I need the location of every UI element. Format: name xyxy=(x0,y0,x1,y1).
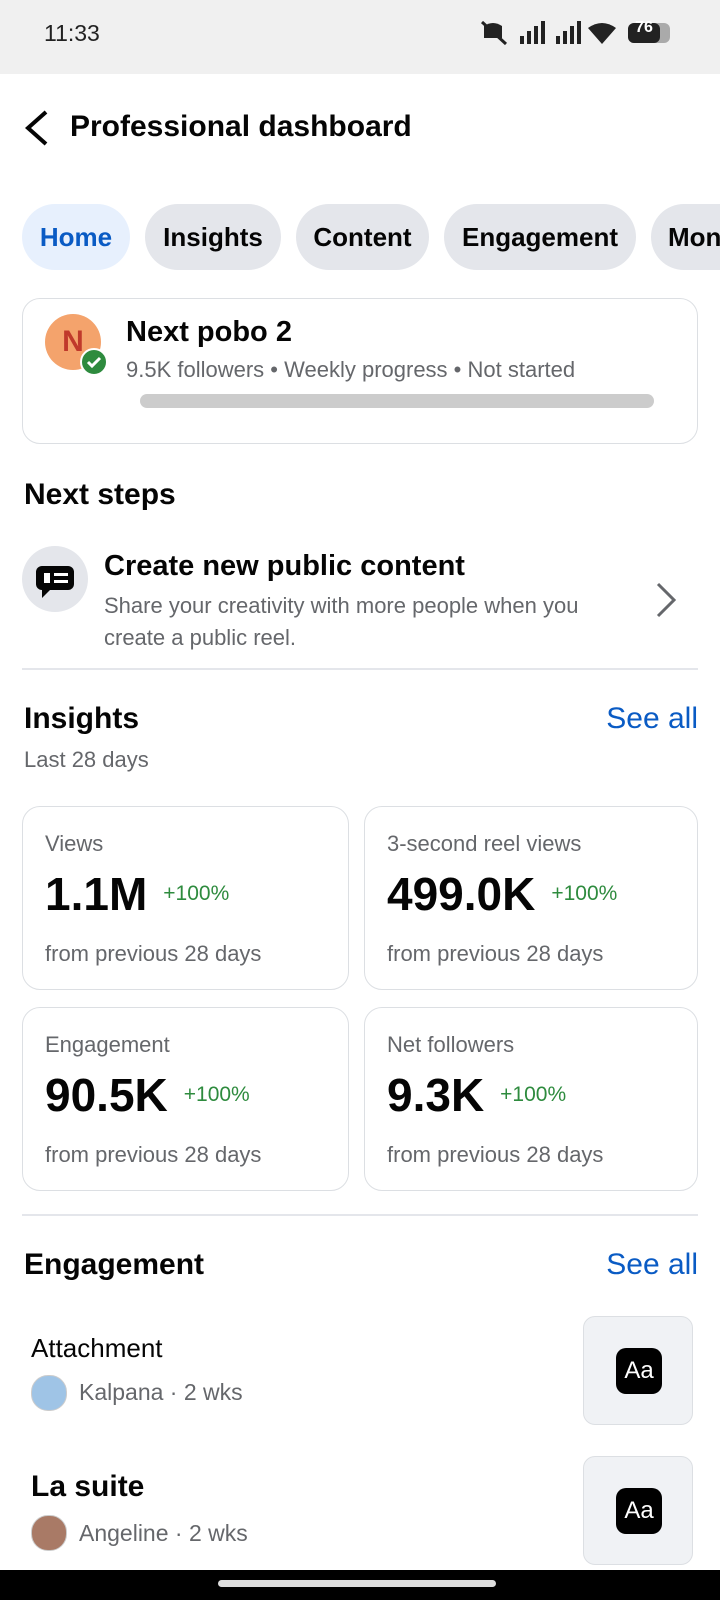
metric-value: 9.3K xyxy=(387,1069,485,1121)
thumbnail-text: Aa xyxy=(616,1348,662,1394)
insight-card[interactable]: Views 1.1M +100% from previous 28 days xyxy=(22,806,349,990)
step-description: Share your creativity with more people w… xyxy=(104,593,579,650)
metric-label: Net followers xyxy=(387,1032,515,1057)
post-thumbnail[interactable]: Aa xyxy=(583,1456,693,1565)
insight-card[interactable]: Net followers 9.3K +100% from previous 28… xyxy=(364,1007,698,1191)
back-button[interactable] xyxy=(22,108,52,148)
metric-change: +100% xyxy=(500,1083,567,1106)
section-title: Insights xyxy=(24,702,140,735)
profile-card[interactable] xyxy=(22,298,698,444)
metric-change: +100% xyxy=(163,882,230,905)
progress-bar xyxy=(140,394,654,408)
time: 11:33 xyxy=(44,20,100,46)
content-icon xyxy=(22,546,88,612)
post-meta: Kalpana · 2 wks xyxy=(79,1379,243,1405)
home-handle[interactable] xyxy=(218,1580,496,1587)
tab[interactable]: Content xyxy=(296,204,429,270)
verified-badge xyxy=(80,348,108,376)
battery-level: 76 xyxy=(635,19,653,36)
post-title[interactable]: La suite xyxy=(31,1470,145,1503)
divider xyxy=(22,668,698,670)
author-avatar xyxy=(31,1375,67,1411)
section-title: Engagement xyxy=(24,1248,205,1281)
metric-label: Engagement xyxy=(45,1032,170,1057)
metric-note: from previous 28 days xyxy=(45,1142,262,1167)
metric-value: 1.1M xyxy=(45,868,148,920)
post-thumbnail[interactable]: Aa xyxy=(583,1316,693,1425)
metric-value: 499.0K xyxy=(387,868,536,920)
metric-label: 3-second reel views xyxy=(387,831,582,856)
metric-value: 90.5K xyxy=(45,1069,168,1121)
thumbnail-text: Aa xyxy=(616,1488,662,1534)
followers: 9.5K followers xyxy=(126,357,265,382)
tab[interactable]: Engagement xyxy=(444,204,636,270)
metric-note: from previous 28 days xyxy=(45,941,262,966)
progress-label: Weekly progress xyxy=(284,357,448,382)
period: Last 28 days xyxy=(24,747,149,772)
profile-name: Next pobo 2 xyxy=(126,316,292,348)
profile-meta: 9.5K followers • Weekly progress • Not s… xyxy=(126,357,576,382)
tab[interactable]: Home xyxy=(22,204,130,270)
section-title: Next steps xyxy=(24,478,176,511)
metric-change: +100% xyxy=(183,1083,250,1106)
chevron[interactable] xyxy=(654,580,678,620)
step-title[interactable]: Create new public content xyxy=(104,550,465,582)
page-title: Professional dashboard xyxy=(70,110,412,143)
author-avatar xyxy=(31,1515,67,1551)
post-title[interactable]: Attachment xyxy=(31,1333,163,1363)
insight-card[interactable]: Engagement 90.5K +100% from previous 28 d… xyxy=(22,1007,349,1191)
metric-note: from previous 28 days xyxy=(387,1142,604,1167)
metric-label: Views xyxy=(45,831,104,856)
status-icons xyxy=(480,20,670,46)
post-meta: Angeline · 2 wks xyxy=(79,1520,248,1546)
metric-note: from previous 28 days xyxy=(387,941,604,966)
insight-card[interactable]: 3-second reel views 499.0K +100% from pre… xyxy=(364,806,698,990)
tab[interactable]: Mon xyxy=(651,204,720,270)
progress-status: Not started xyxy=(467,357,576,382)
divider xyxy=(22,1214,698,1216)
metric-change: +100% xyxy=(551,882,618,905)
see-all-link[interactable]: See all xyxy=(606,1248,698,1281)
tab[interactable]: Insights xyxy=(145,204,281,270)
see-all-link[interactable]: See all xyxy=(606,702,698,735)
